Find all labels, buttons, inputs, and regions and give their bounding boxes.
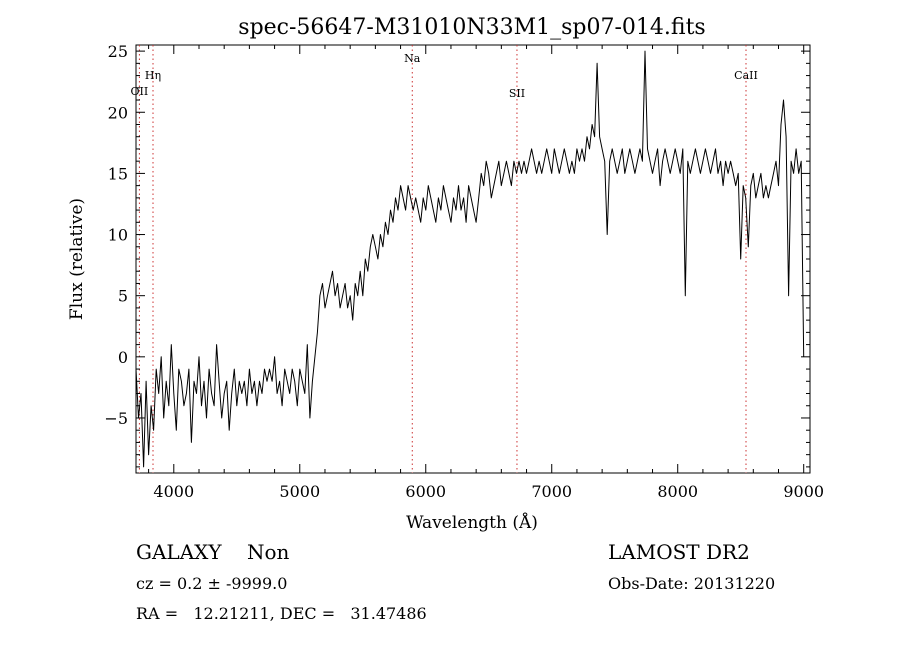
x-tick-label: 9000 bbox=[783, 482, 824, 501]
marker-label-4: CaII bbox=[734, 69, 758, 82]
y-tick-label: 25 bbox=[108, 42, 128, 61]
line-markers: OII Hη Na SII CaII bbox=[131, 45, 758, 473]
y-axis-label: Flux (relative) bbox=[67, 198, 87, 320]
x-tick-label: 7000 bbox=[531, 482, 572, 501]
survey-name: LAMOST DR2 bbox=[608, 540, 750, 564]
marker-label-2: Na bbox=[404, 52, 421, 65]
coordinates-line: RA = 12.21211, DEC = 31.47486 bbox=[136, 604, 427, 623]
x-tick-label: 4000 bbox=[153, 482, 194, 501]
x-tick-label: 6000 bbox=[405, 482, 446, 501]
marker-label-0: OII bbox=[131, 85, 149, 98]
y-tick-label: 5 bbox=[118, 287, 128, 306]
y-tick-label: −5 bbox=[104, 409, 128, 428]
chart-title: spec-56647-M31010N33M1_sp07-014.fits bbox=[238, 15, 705, 40]
series-layer bbox=[135, 50, 805, 468]
plot-frame bbox=[135, 44, 811, 474]
marker-label-1: Hη bbox=[145, 69, 161, 82]
y-tick-label: 10 bbox=[108, 226, 128, 245]
y-tick-label: 0 bbox=[118, 348, 128, 367]
y-tick-label: 15 bbox=[108, 164, 128, 183]
x-axis-label: Wavelength (Å) bbox=[406, 512, 538, 533]
y-tick-label: 20 bbox=[108, 103, 128, 122]
obs-date: Obs-Date: 20131220 bbox=[608, 574, 776, 593]
x-tick-label: 8000 bbox=[657, 482, 698, 501]
x-tick-label: 5000 bbox=[279, 482, 320, 501]
marker-label-3: SII bbox=[509, 87, 525, 100]
axis-ticks: 4000 5000 6000 7000 8000 9000 −5 0 5 10 15 20 25 bbox=[104, 42, 824, 501]
spectrum-line-0 bbox=[135, 50, 805, 468]
object-class: GALAXY Non bbox=[136, 540, 290, 564]
redshift-line: cz = 0.2 ± -9999.0 bbox=[136, 574, 288, 593]
